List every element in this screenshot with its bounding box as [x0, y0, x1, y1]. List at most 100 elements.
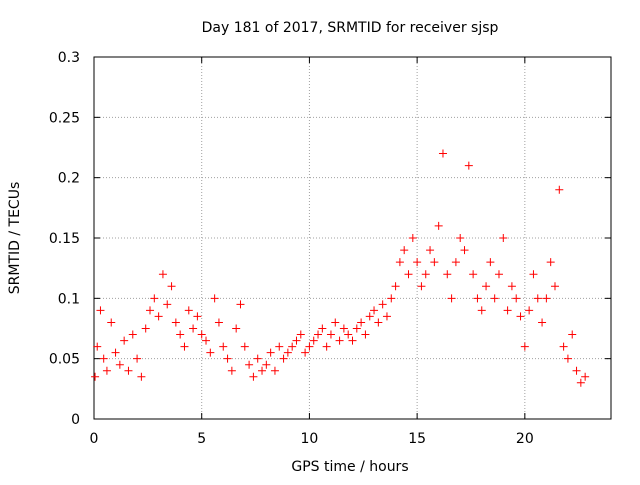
- data-point: [240, 342, 249, 351]
- data-point: [335, 336, 344, 345]
- data-point: [262, 360, 271, 369]
- data-point: [232, 324, 241, 333]
- data-point: [245, 360, 254, 369]
- y-tick-label: 0.15: [49, 231, 80, 247]
- data-point: [542, 294, 551, 303]
- data-point: [158, 270, 167, 279]
- data-point: [576, 378, 585, 387]
- points-layer: [91, 149, 590, 387]
- data-point: [283, 348, 292, 357]
- y-tick-label: 0.25: [49, 110, 80, 126]
- data-point: [202, 336, 211, 345]
- data-point: [374, 318, 383, 327]
- data-point: [387, 294, 396, 303]
- data-point: [210, 294, 219, 303]
- data-point: [473, 294, 482, 303]
- data-point: [184, 306, 193, 315]
- data-point: [339, 324, 348, 333]
- data-point: [395, 258, 404, 267]
- data-point: [154, 312, 163, 321]
- data-point: [572, 366, 581, 375]
- data-point: [456, 234, 465, 242]
- data-point: [296, 330, 305, 339]
- data-point: [533, 294, 542, 303]
- data-point: [176, 330, 185, 339]
- data-point: [550, 282, 559, 291]
- data-point: [378, 300, 387, 309]
- data-point: [258, 366, 267, 375]
- x-tick-label: 0: [90, 431, 99, 447]
- data-point: [279, 354, 288, 363]
- data-point: [538, 318, 547, 327]
- data-point: [348, 336, 357, 345]
- data-point: [331, 318, 340, 327]
- data-point: [124, 366, 133, 375]
- data-point: [499, 234, 508, 242]
- data-point: [266, 348, 275, 357]
- data-point: [249, 372, 258, 381]
- data-point: [137, 372, 146, 381]
- data-point: [91, 372, 100, 381]
- data-point: [434, 221, 443, 230]
- data-point: [507, 282, 516, 291]
- data-point: [421, 270, 430, 279]
- data-point: [102, 366, 111, 375]
- data-point: [482, 282, 491, 291]
- data-point: [464, 161, 473, 170]
- data-point: [96, 306, 105, 315]
- data-point: [99, 354, 108, 363]
- data-point: [555, 185, 564, 194]
- y-tick-label: 0.3: [58, 50, 80, 66]
- ticks-layer: 0 5 10 15 20 0 0.05 0.1 0.15 0.2 0.25 0.3: [49, 50, 611, 447]
- data-point: [171, 318, 180, 327]
- data-point: [559, 342, 568, 351]
- data-point: [417, 282, 426, 291]
- data-point: [494, 270, 503, 279]
- data-point: [512, 294, 521, 303]
- data-point: [206, 348, 215, 357]
- data-point: [133, 354, 142, 363]
- data-point: [223, 354, 232, 363]
- data-point: [438, 149, 447, 158]
- data-point: [128, 330, 137, 339]
- data-point: [326, 330, 335, 339]
- data-point: [236, 300, 245, 309]
- data-point: [430, 258, 439, 267]
- data-point: [413, 258, 422, 267]
- data-point: [288, 342, 297, 351]
- data-point: [404, 270, 413, 279]
- y-axis-label: SRMTID / TECUs: [7, 182, 23, 295]
- data-point: [214, 318, 223, 327]
- data-point: [344, 330, 353, 339]
- data-point: [486, 258, 495, 267]
- data-point: [197, 330, 206, 339]
- data-point: [150, 294, 159, 303]
- x-tick-label: 10: [301, 431, 319, 447]
- data-point: [93, 342, 102, 351]
- x-tick-label: 5: [197, 431, 206, 447]
- data-point: [275, 342, 284, 351]
- data-point: [361, 330, 370, 339]
- data-point: [193, 312, 202, 321]
- data-point: [115, 360, 124, 369]
- data-point: [525, 306, 534, 315]
- data-point: [219, 342, 228, 351]
- data-point: [529, 270, 538, 279]
- data-point: [120, 336, 129, 345]
- data-point: [180, 342, 189, 351]
- chart-title: Day 181 of 2017, SRMTID for receiver sjs…: [202, 20, 499, 36]
- x-tick-label: 20: [516, 431, 534, 447]
- data-point: [167, 282, 176, 291]
- x-axis-label: GPS time / hours: [291, 459, 408, 475]
- data-point: [443, 270, 452, 279]
- data-point: [253, 354, 262, 363]
- data-point: [107, 318, 116, 327]
- data-point: [408, 234, 417, 242]
- data-point: [352, 324, 361, 333]
- data-point: [270, 366, 279, 375]
- data-point: [141, 324, 150, 333]
- data-point: [292, 336, 301, 345]
- data-point: [477, 306, 486, 315]
